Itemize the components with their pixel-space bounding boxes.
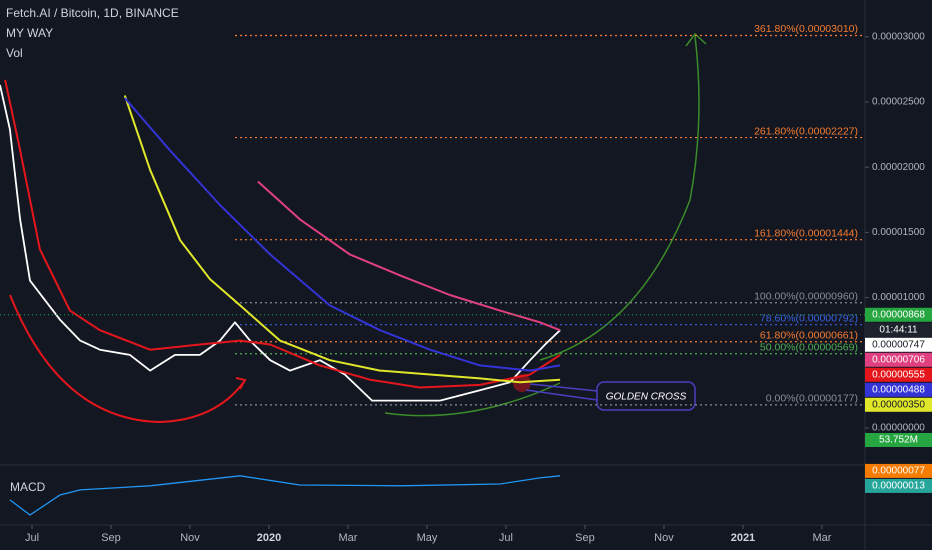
price-badge-label: 0.00000868 — [872, 309, 925, 320]
price-badge — [865, 397, 932, 412]
drawn-arrowhead — [235, 377, 247, 390]
price-badge — [865, 463, 932, 478]
drawn-arc — [9, 294, 244, 424]
price-badge — [865, 352, 932, 367]
indicator-label: Vol — [6, 46, 23, 60]
price-badge — [865, 337, 932, 352]
fib-label: 61.80%(0.00000661) — [760, 330, 858, 342]
countdown: 01:44:11 — [879, 324, 918, 335]
fib-label: 78.60%(0.00000792) — [760, 312, 858, 324]
x-tick-label: Sep — [101, 532, 121, 544]
x-tick-label: Mar — [338, 532, 357, 544]
x-tick-label: 2021 — [731, 532, 755, 544]
x-tick-label: Nov — [180, 532, 200, 544]
x-tick-label: Sep — [575, 532, 595, 544]
countdown-badge — [865, 322, 932, 337]
x-tick-label: May — [417, 532, 438, 544]
macd-line — [9, 475, 561, 516]
y-tick-label: 0.00002000 — [872, 162, 925, 173]
fib-label: 100.00%(0.00000960) — [754, 291, 858, 303]
x-tick-label: Mar — [812, 532, 831, 544]
series-line — [123, 95, 561, 384]
series-line — [4, 79, 561, 389]
fib-label: 50.00%(0.00000569) — [760, 342, 858, 354]
y-tick-label: 0.00001000 — [872, 292, 925, 303]
y-tick-label: 0.00003000 — [872, 31, 925, 42]
callout-line — [529, 383, 598, 392]
series-line — [0, 84, 561, 402]
price-badge — [865, 367, 932, 382]
y-tick-label: 0.00001500 — [872, 227, 925, 238]
price-badge-label: 0.00000013 — [872, 481, 925, 492]
series-line — [257, 180, 561, 332]
price-badge — [865, 382, 932, 397]
macd-title: MACD — [10, 480, 46, 494]
fib-label: 161.80%(0.00001444) — [754, 227, 858, 239]
price-badge-label: 0.00000350 — [872, 399, 925, 410]
x-tick-label: 2020 — [257, 532, 281, 544]
fib-label: 261.80%(0.00002227) — [754, 125, 858, 137]
callout-text: GOLDEN CROSS — [606, 392, 687, 403]
x-tick-label: Jul — [499, 532, 513, 544]
price-badge-label: 0.00000706 — [872, 354, 925, 365]
chart-title: Fetch.AI / Bitcoin, 1D, BINANCE — [6, 6, 179, 20]
indicator-label: MY WAY — [6, 26, 53, 40]
price-badge — [865, 478, 932, 493]
drawn-arrowhead — [685, 32, 707, 47]
drawn-arrow — [539, 35, 700, 361]
x-tick-label: Nov — [654, 532, 674, 544]
y-tick-label: 0.00002500 — [872, 97, 925, 108]
x-tick-label: Jul — [25, 532, 39, 544]
y-tick-label: 0.00000000 — [872, 423, 925, 434]
price-badge-label: 0.00000555 — [872, 369, 925, 380]
price-badge-label: 0.00000488 — [872, 384, 925, 395]
callout-line — [525, 389, 598, 401]
price-badge — [865, 307, 932, 322]
volume-label: 53.752M — [879, 435, 918, 446]
price-badge-label: 0.00000077 — [872, 466, 925, 477]
price-badge-label: 0.00000747 — [872, 339, 925, 350]
series-line — [124, 97, 561, 372]
fib-label: 0.00%(0.00000177) — [766, 393, 858, 405]
callout-box — [596, 381, 696, 411]
volume-badge — [865, 433, 932, 447]
fib-label: 361.80%(0.00003010) — [754, 23, 858, 35]
